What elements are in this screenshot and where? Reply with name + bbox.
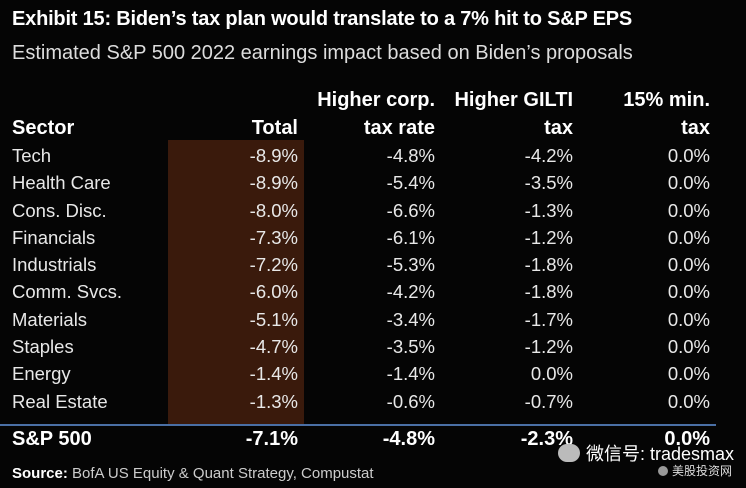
cell-total: -5.1% bbox=[249, 308, 298, 330]
exhibit-title: Exhibit 15: Biden’s tax plan would trans… bbox=[12, 8, 633, 30]
table-row: Tech -8.9% -4.8% -4.2% 0.0% bbox=[0, 143, 746, 170]
cell-corp: -1.4% bbox=[386, 363, 435, 385]
cell-sector: Cons. Disc. bbox=[12, 199, 107, 221]
cell-total: -6.0% bbox=[249, 281, 298, 303]
watermark-sub: 美股投资网 bbox=[671, 464, 732, 478]
cell-sector: Health Care bbox=[12, 172, 111, 194]
header-corp-line1: Higher corp. bbox=[317, 89, 435, 111]
table-row: Health Care -8.9% -5.4% -3.5% 0.0% bbox=[0, 170, 746, 197]
header-sector: Sector bbox=[12, 117, 75, 139]
cell-sector: Energy bbox=[12, 363, 71, 385]
wechat-icon bbox=[557, 444, 580, 462]
cell-total: -7.3% bbox=[249, 226, 298, 248]
cell-corp: -5.4% bbox=[386, 172, 435, 194]
cell-corp: -4.2% bbox=[386, 281, 435, 303]
cell-min: 0.0% bbox=[667, 199, 710, 221]
site-watermark: 美股投资网 bbox=[657, 462, 732, 479]
cell-sector: Real Estate bbox=[12, 390, 108, 412]
cell-corp: -5.3% bbox=[386, 254, 435, 276]
cell-min: 0.0% bbox=[667, 308, 710, 330]
header-min-line1: 15% min. bbox=[623, 89, 710, 111]
cell-corp: -6.1% bbox=[386, 226, 435, 248]
cell-min: 0.0% bbox=[667, 226, 710, 248]
header-gilti-line2: tax bbox=[544, 117, 573, 139]
cell-total: -8.9% bbox=[249, 145, 298, 166]
cell-sector: Staples bbox=[12, 336, 74, 358]
header-gilti-line1: Higher GILTI bbox=[454, 89, 573, 111]
cell-gilti: -3.5% bbox=[524, 172, 573, 194]
cell-sector: Financials bbox=[12, 226, 96, 248]
table-body: Tech -8.9% -4.8% -4.2% 0.0% Health Care … bbox=[0, 143, 746, 416]
cell-gilti: -1.2% bbox=[524, 336, 573, 358]
watermark-main: 微信号: tradesmax bbox=[585, 444, 734, 464]
cell-min: 0.0% bbox=[667, 281, 710, 303]
cell-gilti: 0.0% bbox=[530, 363, 573, 385]
cell-gilti: -1.8% bbox=[524, 254, 573, 276]
source-label: Source: bbox=[12, 465, 68, 482]
table-row: Financials -7.3% -6.1% -1.2% 0.0% bbox=[0, 225, 746, 252]
summary-row: S&P 500 -7.1% -4.8% -2.3% 0.0% bbox=[0, 428, 746, 454]
cell-min: 0.0% bbox=[667, 363, 710, 385]
table-row: Energy -1.4% -1.4% 0.0% 0.0% bbox=[0, 361, 746, 388]
cell-total: -4.7% bbox=[249, 336, 298, 358]
source-note: Source: BofA US Equity & Quant Strategy,… bbox=[12, 465, 374, 482]
cell-gilti: -0.7% bbox=[524, 390, 573, 412]
cell-total: -7.2% bbox=[249, 254, 298, 276]
cell-gilti: -1.8% bbox=[524, 281, 573, 303]
cell-corp: -6.6% bbox=[386, 199, 435, 221]
cell-sector: Materials bbox=[12, 308, 88, 330]
cell-gilti: -1.3% bbox=[524, 199, 573, 221]
header-total: Total bbox=[251, 117, 298, 139]
summary-gilti: -2.3% bbox=[520, 428, 573, 450]
source-text: BofA US Equity & Quant Strategy, Compust… bbox=[72, 465, 374, 482]
summary-corp: -4.8% bbox=[382, 428, 435, 450]
cell-corp: -0.6% bbox=[386, 390, 435, 412]
cell-min: 0.0% bbox=[667, 172, 710, 194]
summary-sector: S&P 500 bbox=[12, 428, 92, 450]
cell-total: -8.0% bbox=[249, 199, 298, 221]
cell-gilti: -1.2% bbox=[524, 226, 573, 248]
cell-min: 0.0% bbox=[667, 145, 710, 166]
cell-gilti: -1.7% bbox=[524, 308, 573, 330]
cell-sector: Tech bbox=[12, 145, 52, 166]
table-row: Real Estate -1.3% -0.6% -0.7% 0.0% bbox=[0, 389, 746, 416]
summary-divider bbox=[0, 424, 716, 426]
cell-min: 0.0% bbox=[667, 254, 710, 276]
summary-total: -7.1% bbox=[245, 428, 298, 450]
total-column-highlight bbox=[168, 140, 304, 425]
cell-total: -1.4% bbox=[249, 363, 298, 385]
table-row: Cons. Disc. -8.0% -6.6% -1.3% 0.0% bbox=[0, 198, 746, 225]
header-min-line2: tax bbox=[681, 117, 710, 139]
cell-total: -8.9% bbox=[249, 172, 298, 194]
cell-corp: -4.8% bbox=[386, 145, 435, 166]
cell-gilti: -4.2% bbox=[524, 145, 573, 166]
cell-sector: Comm. Svcs. bbox=[12, 281, 122, 303]
site-logo-icon bbox=[657, 465, 668, 476]
cell-total: -1.3% bbox=[249, 390, 298, 412]
exhibit-subtitle: Estimated S&P 500 2022 earnings impact b… bbox=[12, 42, 633, 64]
cell-sector: Industrials bbox=[12, 254, 97, 276]
cell-min: 0.0% bbox=[667, 336, 710, 358]
table-row: Materials -5.1% -3.4% -1.7% 0.0% bbox=[0, 307, 746, 334]
cell-corp: -3.4% bbox=[386, 308, 435, 330]
header-corp-line2: tax rate bbox=[363, 117, 435, 139]
table-row: Comm. Svcs. -6.0% -4.2% -1.8% 0.0% bbox=[0, 279, 746, 306]
summary-min: 0.0% bbox=[664, 428, 710, 450]
table-row: Industrials -7.2% -5.3% -1.8% 0.0% bbox=[0, 252, 746, 279]
cell-corp: -3.5% bbox=[386, 336, 435, 358]
table-row: Staples -4.7% -3.5% -1.2% 0.0% bbox=[0, 334, 746, 361]
wechat-watermark: 微信号: tradesmax bbox=[557, 440, 734, 466]
cell-min: 0.0% bbox=[667, 390, 710, 412]
